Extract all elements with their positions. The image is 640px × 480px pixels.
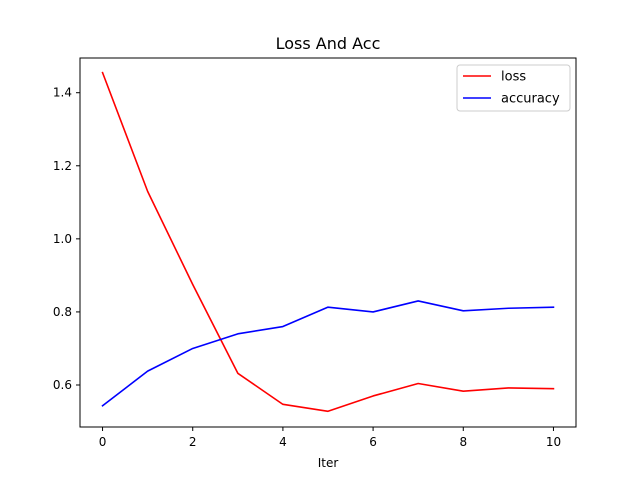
y-tick-label: 0.8 (53, 305, 72, 319)
chart-title: Loss And Acc (276, 34, 381, 53)
x-tick-label: 8 (459, 435, 467, 449)
series-layer (101, 71, 555, 413)
y-tick-label: 0.6 (53, 378, 72, 392)
x-tick-label: 10 (546, 435, 561, 449)
y-tick-label: 1.0 (53, 232, 72, 246)
x-tick-label: 0 (99, 435, 107, 449)
series-line-accuracy (101, 300, 555, 407)
series-line-loss (101, 71, 555, 413)
axis-layer: 0 2 4 6 8 10 0.6 0.8 1.0 1.2 1.4 (53, 57, 577, 449)
x-tick-label: 2 (189, 435, 197, 449)
x-axis-label: Iter (318, 456, 339, 470)
x-tick-label: 6 (369, 435, 377, 449)
x-tick-label: 4 (279, 435, 287, 449)
legend-label-loss: loss (501, 70, 526, 85)
legend-label-accuracy: accuracy (501, 92, 560, 107)
y-tick-label: 1.2 (53, 159, 72, 173)
y-tick-label: 1.4 (53, 86, 72, 100)
legend: loss accuracy (456, 64, 571, 112)
plot-frame (79, 57, 577, 428)
